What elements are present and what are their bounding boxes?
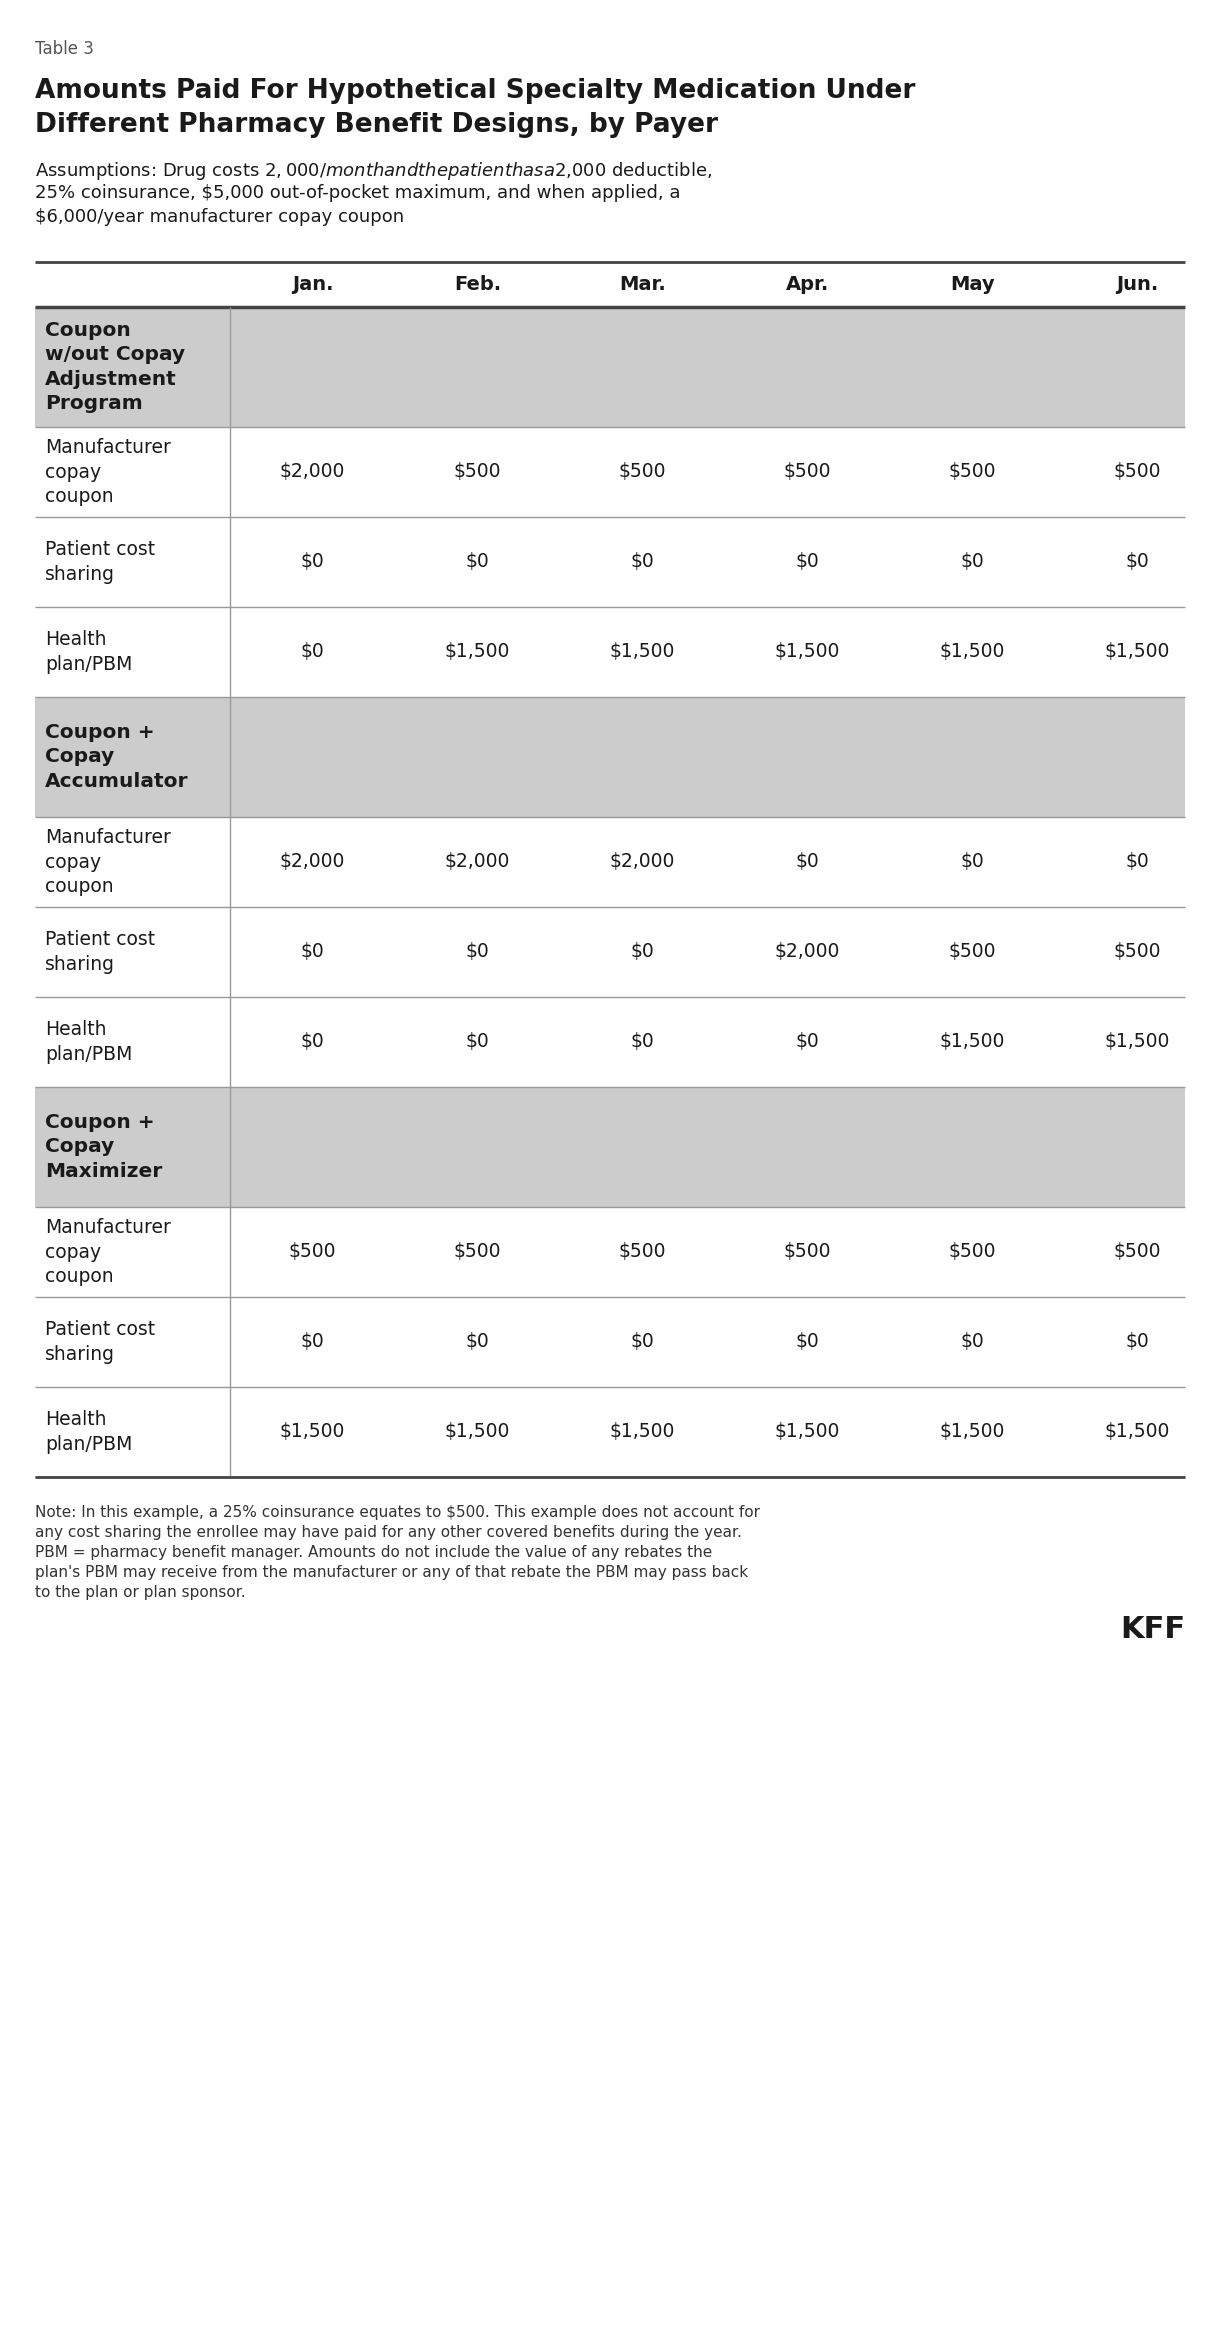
Text: $0: $0: [466, 1032, 489, 1051]
Text: Amounts Paid For Hypothetical Specialty Medication Under: Amounts Paid For Hypothetical Specialty …: [35, 77, 915, 103]
Text: $0: $0: [631, 943, 654, 962]
Text: Coupon +
Copay
Accumulator: Coupon + Copay Accumulator: [45, 723, 189, 791]
Text: Jun.: Jun.: [1116, 276, 1159, 295]
Text: $500: $500: [949, 943, 997, 962]
Text: Health
plan/PBM: Health plan/PBM: [45, 1411, 133, 1453]
Text: $0: $0: [300, 1032, 325, 1051]
Text: $500: $500: [949, 463, 997, 482]
Text: $1,500: $1,500: [939, 644, 1005, 662]
Text: $500: $500: [949, 1243, 997, 1261]
Text: $2,000: $2,000: [445, 852, 510, 870]
Text: $0: $0: [1126, 552, 1149, 571]
Text: Mar.: Mar.: [619, 276, 666, 295]
Text: $1,500: $1,500: [1105, 1032, 1170, 1051]
Bar: [35, 1088, 1185, 1207]
Text: KFF: KFF: [1120, 1615, 1185, 1645]
Bar: [35, 307, 1185, 426]
Bar: [35, 1207, 1185, 1296]
Text: Health
plan/PBM: Health plan/PBM: [45, 1020, 133, 1065]
Text: $6,000/year manufacturer copay coupon: $6,000/year manufacturer copay coupon: [35, 208, 404, 227]
Text: $2,000: $2,000: [279, 463, 345, 482]
Text: $0: $0: [300, 552, 325, 571]
Text: Assumptions: Drug costs $2,000/month and the patient has a $2,000 deductible,: Assumptions: Drug costs $2,000/month and…: [35, 159, 712, 183]
Text: $2,000: $2,000: [775, 943, 841, 962]
Text: $0: $0: [1126, 1331, 1149, 1353]
Text: Manufacturer
copay
coupon: Manufacturer copay coupon: [45, 438, 171, 505]
Bar: [35, 817, 1185, 908]
Text: Manufacturer
copay
coupon: Manufacturer copay coupon: [45, 1219, 171, 1285]
Text: $0: $0: [466, 943, 489, 962]
Text: $500: $500: [1114, 1243, 1161, 1261]
Text: any cost sharing the enrollee may have paid for any other covered benefits durin: any cost sharing the enrollee may have p…: [35, 1526, 742, 1540]
Text: Coupon +
Copay
Maximizer: Coupon + Copay Maximizer: [45, 1114, 162, 1182]
Text: 25% coinsurance, $5,000 out-of-pocket maximum, and when applied, a: 25% coinsurance, $5,000 out-of-pocket ma…: [35, 185, 681, 201]
Text: Table 3: Table 3: [35, 40, 94, 58]
Text: $500: $500: [454, 1243, 501, 1261]
Text: $500: $500: [454, 463, 501, 482]
Text: $1,500: $1,500: [775, 644, 841, 662]
Text: $500: $500: [783, 463, 831, 482]
Text: $500: $500: [1114, 943, 1161, 962]
Text: to the plan or plan sponsor.: to the plan or plan sponsor.: [35, 1584, 245, 1601]
Bar: [35, 1388, 1185, 1477]
Bar: [35, 1296, 1185, 1388]
Text: Patient cost
sharing: Patient cost sharing: [45, 541, 155, 583]
Bar: [35, 517, 1185, 606]
Text: Jan.: Jan.: [292, 276, 333, 295]
Text: $1,500: $1,500: [279, 1423, 345, 1441]
Text: Different Pharmacy Benefit Designs, by Payer: Different Pharmacy Benefit Designs, by P…: [35, 112, 719, 138]
Text: Patient cost
sharing: Patient cost sharing: [45, 931, 155, 973]
Bar: [35, 426, 1185, 517]
Text: $500: $500: [783, 1243, 831, 1261]
Text: $500: $500: [289, 1243, 337, 1261]
Text: $0: $0: [466, 1331, 489, 1353]
Text: $0: $0: [795, 1331, 820, 1353]
Text: Feb.: Feb.: [454, 276, 501, 295]
Text: $0: $0: [795, 852, 820, 870]
Text: Patient cost
sharing: Patient cost sharing: [45, 1320, 155, 1364]
Text: $1,500: $1,500: [610, 1423, 675, 1441]
Text: PBM = pharmacy benefit manager. Amounts do not include the value of any rebates : PBM = pharmacy benefit manager. Amounts …: [35, 1544, 712, 1561]
Text: $0: $0: [300, 1331, 325, 1353]
Text: $500: $500: [619, 463, 666, 482]
Text: May: May: [950, 276, 994, 295]
Text: $0: $0: [960, 852, 985, 870]
Text: $0: $0: [1126, 852, 1149, 870]
Text: Apr.: Apr.: [786, 276, 830, 295]
Text: $0: $0: [795, 552, 820, 571]
Text: $500: $500: [1114, 463, 1161, 482]
Bar: [35, 697, 1185, 817]
Text: $0: $0: [960, 1331, 985, 1353]
Text: $1,500: $1,500: [775, 1423, 841, 1441]
Text: $1,500: $1,500: [1105, 1423, 1170, 1441]
Text: plan's PBM may receive from the manufacturer or any of that rebate the PBM may p: plan's PBM may receive from the manufact…: [35, 1565, 748, 1580]
Text: $0: $0: [300, 943, 325, 962]
Text: Coupon
w/out Copay
Adjustment
Program: Coupon w/out Copay Adjustment Program: [45, 321, 185, 412]
Text: Health
plan/PBM: Health plan/PBM: [45, 629, 133, 674]
Text: $1,500: $1,500: [939, 1423, 1005, 1441]
Text: $1,500: $1,500: [610, 644, 675, 662]
Bar: [35, 908, 1185, 997]
Text: $1,500: $1,500: [1105, 644, 1170, 662]
Text: $1,500: $1,500: [445, 644, 510, 662]
Text: $0: $0: [795, 1032, 820, 1051]
Text: Note: In this example, a 25% coinsurance equates to $500. This example does not : Note: In this example, a 25% coinsurance…: [35, 1505, 760, 1521]
Text: $500: $500: [619, 1243, 666, 1261]
Text: $2,000: $2,000: [610, 852, 675, 870]
Text: Manufacturer
copay
coupon: Manufacturer copay coupon: [45, 828, 171, 896]
Text: $0: $0: [300, 644, 325, 662]
Text: $0: $0: [631, 1331, 654, 1353]
Text: $2,000: $2,000: [279, 852, 345, 870]
Text: $1,500: $1,500: [445, 1423, 510, 1441]
Text: $0: $0: [960, 552, 985, 571]
Bar: [35, 997, 1185, 1088]
Bar: [35, 606, 1185, 697]
Text: $0: $0: [631, 552, 654, 571]
Text: $0: $0: [466, 552, 489, 571]
Text: $0: $0: [631, 1032, 654, 1051]
Text: $1,500: $1,500: [939, 1032, 1005, 1051]
